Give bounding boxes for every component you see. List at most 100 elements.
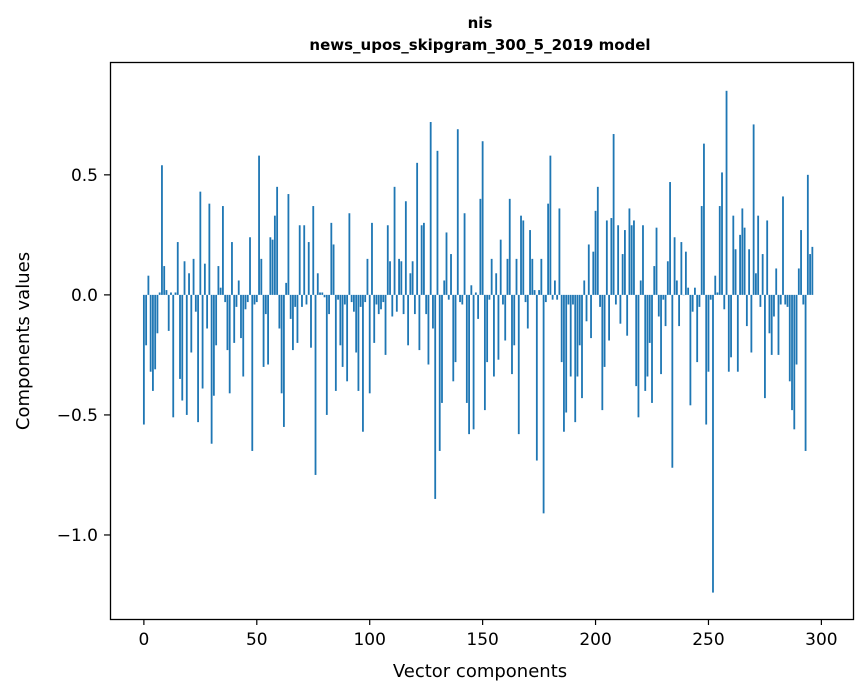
bar-169 [524,294,527,303]
bar-10 [165,290,168,295]
bar-166 [517,294,520,435]
bar-40 [233,294,236,343]
bar-200 [594,210,597,295]
bar-69 [298,225,301,295]
bar-154 [490,258,493,295]
plot-frame [109,61,855,621]
bar-47 [249,237,251,295]
bar-22 [192,258,195,295]
bar-155 [493,294,495,377]
bar-187 [565,294,568,413]
bar-225 [651,294,653,403]
bar-223 [646,294,649,377]
bar-222 [644,294,647,391]
bar-205 [605,220,608,295]
bar-55 [267,294,269,365]
bar-86 [337,294,339,300]
x-axis-ticks: 0 50 100 150 200 250 300 [138,619,838,650]
bar-188 [567,294,570,305]
bar-37 [226,294,229,351]
bar-146 [472,294,475,430]
bar-78 [319,292,321,295]
bar-118 [409,273,412,295]
bar-14 [174,292,177,295]
bar-72 [305,294,308,305]
bar-174 [535,294,538,461]
bar-89 [343,294,346,305]
bar-237 [678,294,681,327]
bar-179 [547,203,550,295]
bar-157 [497,294,500,360]
bar-9 [163,266,166,295]
bar-96 [359,294,362,307]
bar-280 [775,268,778,295]
bar-213 [624,230,626,295]
bar-17 [181,294,184,401]
bar-233 [669,182,671,295]
bar-158 [499,239,502,295]
bar-210 [617,225,620,295]
bar-119 [411,261,414,295]
bar-263 [736,294,739,372]
bar-152 [486,294,489,363]
bar-256 [721,172,723,295]
bar-217 [633,220,635,295]
bar-29 [208,203,211,295]
bar-12 [170,292,172,295]
bar-147 [474,292,477,295]
bar-13 [172,294,175,418]
bar-64 [287,194,290,295]
bar-127 [429,122,432,295]
bar-258 [725,90,728,295]
bar-246 [698,294,701,307]
bar-214 [626,294,629,336]
bar-183 [556,294,559,300]
bar-165 [515,258,518,295]
bar-231 [664,294,667,327]
bar-93 [353,294,355,312]
bar-67 [294,294,297,307]
bar-261 [732,215,735,295]
bar-161 [506,258,509,295]
bar-226 [653,266,656,295]
bar-284 [784,294,787,305]
bar-46 [246,294,249,303]
bar-255 [718,206,721,295]
bar-275 [764,294,766,399]
bar-120 [413,294,416,315]
bar-266 [743,227,746,295]
bar-241 [687,287,690,295]
bar-148 [477,294,480,319]
bar-191 [574,294,577,423]
bar-290 [797,268,800,295]
bar-104 [377,294,380,315]
bar-242 [689,294,692,406]
bar-230 [662,294,665,300]
bar-85 [334,294,337,391]
bar-54 [264,294,267,315]
bar-34 [219,287,222,295]
bar-32 [215,294,218,346]
y-axis-ticks: −1.0 −0.5 0.0 0.5 [57,166,110,546]
bar-153 [488,294,491,300]
x-tick-label: 300 [805,630,837,650]
bar-198 [590,294,592,339]
bar-281 [777,294,780,355]
bar-113 [398,258,400,295]
bar-177 [542,294,545,514]
bar-38 [228,294,231,394]
bar-204 [603,294,606,367]
bar-159 [502,294,504,305]
bar-247 [700,206,703,295]
bar-212 [621,254,624,295]
bar-162 [508,198,511,295]
bar-132 [441,294,443,403]
bar-189 [569,294,572,377]
bar-88 [341,294,344,367]
bar-125 [425,294,428,315]
bar-206 [608,294,610,341]
bar-293 [804,294,807,451]
chart-title: nis [468,14,493,32]
bar-49 [253,294,256,305]
bar-110 [391,294,394,317]
